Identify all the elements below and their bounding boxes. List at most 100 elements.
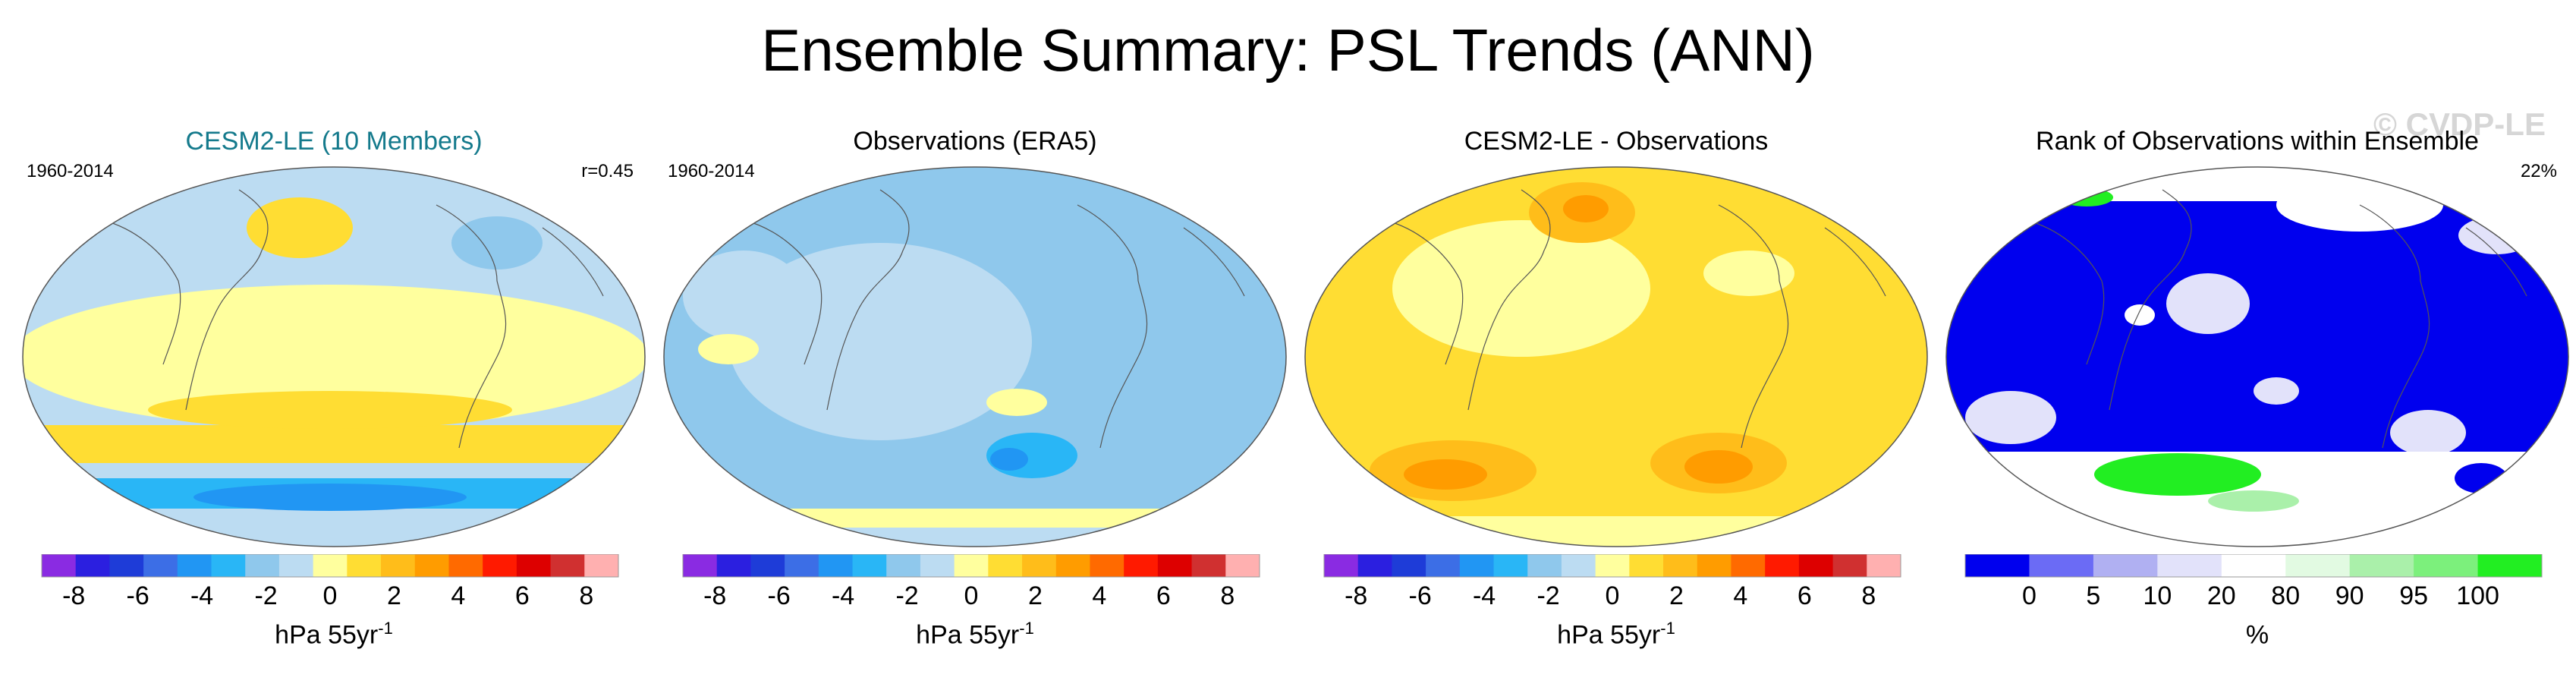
colorbar-tick-label: 6	[515, 581, 530, 610]
colorbar-box	[2157, 554, 2222, 577]
colorbar-box	[785, 554, 819, 577]
colorbar-box	[313, 554, 348, 577]
colorbar-tick-label: 0	[964, 581, 979, 610]
map-difference	[1304, 166, 1928, 547]
colorbar-tick-label: 2	[387, 581, 401, 610]
colorbar-tick-label: -6	[768, 581, 791, 610]
panel-obs: Observations (ERA5) 1960-2014 -8 -6 -4 -2 0 2…	[653, 121, 1297, 683]
colorbar-tick-label: 95	[2399, 581, 2428, 610]
south-pacific-patch	[2254, 377, 2299, 405]
antarctica-region	[23, 516, 645, 547]
colorbar-tick-label: -2	[254, 581, 277, 610]
colorbar-tick-label: 100	[2456, 581, 2499, 610]
colorbar-tick-label: 20	[2207, 581, 2236, 610]
colorbar-box	[245, 554, 280, 577]
colorbar-tick-label: 5	[2086, 581, 2100, 610]
colorbar-cesm2: -8 -6 -4 -2 0 2 4 6 8	[41, 554, 619, 610]
colorbar-box	[1629, 554, 1664, 577]
north-pacific-region	[247, 197, 353, 258]
arctic-low-patch	[706, 182, 766, 213]
colorbar-tick-label: 8	[579, 581, 593, 610]
colorbar-frame	[1323, 554, 1901, 578]
colorbar-tick-label: 90	[2335, 581, 2364, 610]
antarctica-region	[1305, 516, 1927, 547]
panel-rank: Rank of Observations within Ensemble 22%	[1935, 121, 2576, 683]
north-pacific-core	[1563, 195, 1609, 222]
colorbar-box	[1022, 554, 1057, 577]
colorbar-tick-label: 10	[2143, 581, 2172, 610]
correlation-label: r=0.45	[581, 161, 634, 181]
map-rank	[1945, 166, 2569, 547]
south-pacific-core	[1404, 459, 1487, 490]
southern-midlat-region	[23, 425, 645, 463]
colorbar-box	[550, 554, 585, 577]
colorbar-box	[1965, 554, 2030, 577]
pacific-region	[728, 243, 1032, 440]
panel-title: CESM2-LE - Observations	[1464, 127, 1769, 156]
colorbar-box	[414, 554, 449, 577]
colorbar-box	[683, 554, 718, 577]
colorbar-tick-label: -8	[703, 581, 726, 610]
indian-ocean-patch	[698, 334, 759, 364]
west-pacific-patch	[2125, 304, 2155, 326]
colorbar-tick-label: -8	[1345, 581, 1367, 610]
north-pacific-patch	[2166, 273, 2250, 334]
colorbar-unit: hPa 55yr-1	[275, 619, 393, 650]
colorbar-unit: hPa 55yr-1	[1557, 619, 1675, 650]
southern-low-core	[990, 448, 1028, 471]
colorbar-unit: %	[2245, 620, 2269, 650]
colorbar-box	[1392, 554, 1426, 577]
colorbar-box	[1697, 554, 1731, 577]
map-observations	[663, 166, 1287, 547]
colorbar-box	[2029, 554, 2094, 577]
colorbar-box	[381, 554, 416, 577]
colorbar-box	[1225, 554, 1260, 577]
indian-ocean-patch	[1965, 391, 2056, 444]
colorbar-box	[1595, 554, 1630, 577]
coastlines	[102, 189, 604, 449]
colorbar-box	[448, 554, 483, 577]
colorbar-box	[75, 554, 110, 577]
colorbar-box	[1191, 554, 1226, 577]
south-atlantic-patch	[2390, 410, 2466, 455]
colorbar-frame	[1964, 554, 2543, 578]
colorbar-box	[1426, 554, 1461, 577]
colorbar-box	[1731, 554, 1766, 577]
colorbar-box	[716, 554, 751, 577]
colorbar-tick-label: 4	[1092, 581, 1106, 610]
colorbar-box	[278, 554, 314, 577]
colorbar-box	[1832, 554, 1867, 577]
panel-title: Observations (ERA5)	[853, 127, 1097, 156]
tropics-region	[23, 285, 645, 429]
figure-title: Ensemble Summary: PSL Trends (ANN)	[761, 17, 1815, 84]
colorbar-tick-label: 6	[1156, 581, 1171, 610]
south-pacific-patch	[986, 389, 1047, 416]
panel-title: Rank of Observations within Ensemble	[2036, 127, 2479, 156]
colorbar-box	[954, 554, 989, 577]
colorbar-box	[1157, 554, 1193, 577]
colorbar-box	[886, 554, 921, 577]
colorbar-box	[1561, 554, 1596, 577]
coastlines	[2025, 189, 2527, 449]
colorbar-tick-label: 4	[1733, 581, 1747, 610]
colorbar-box	[483, 554, 517, 577]
panel-title: CESM2-LE (10 Members)	[185, 127, 483, 156]
eurasia-region	[683, 251, 804, 342]
colorbar-tick-label: -4	[832, 581, 854, 610]
colorbar-frame	[682, 554, 1260, 578]
colorbar-box	[2093, 554, 2158, 577]
colorbar-box	[1055, 554, 1090, 577]
colorbar-box	[818, 554, 854, 577]
colorbar-box	[2221, 554, 2286, 577]
colorbar-box	[2414, 554, 2479, 577]
colorbar-box	[920, 554, 955, 577]
colorbar-box	[1324, 554, 1359, 577]
colorbar-box	[177, 554, 212, 577]
colorbar-box	[2285, 554, 2351, 577]
colorbar-tick-label: 2	[1028, 581, 1043, 610]
colorbar-box	[516, 554, 552, 577]
colorbar-box	[42, 554, 77, 577]
colorbar-tick-label: 2	[1669, 581, 1684, 610]
colorbar-box	[584, 554, 619, 577]
colorbar-box	[1765, 554, 1800, 577]
